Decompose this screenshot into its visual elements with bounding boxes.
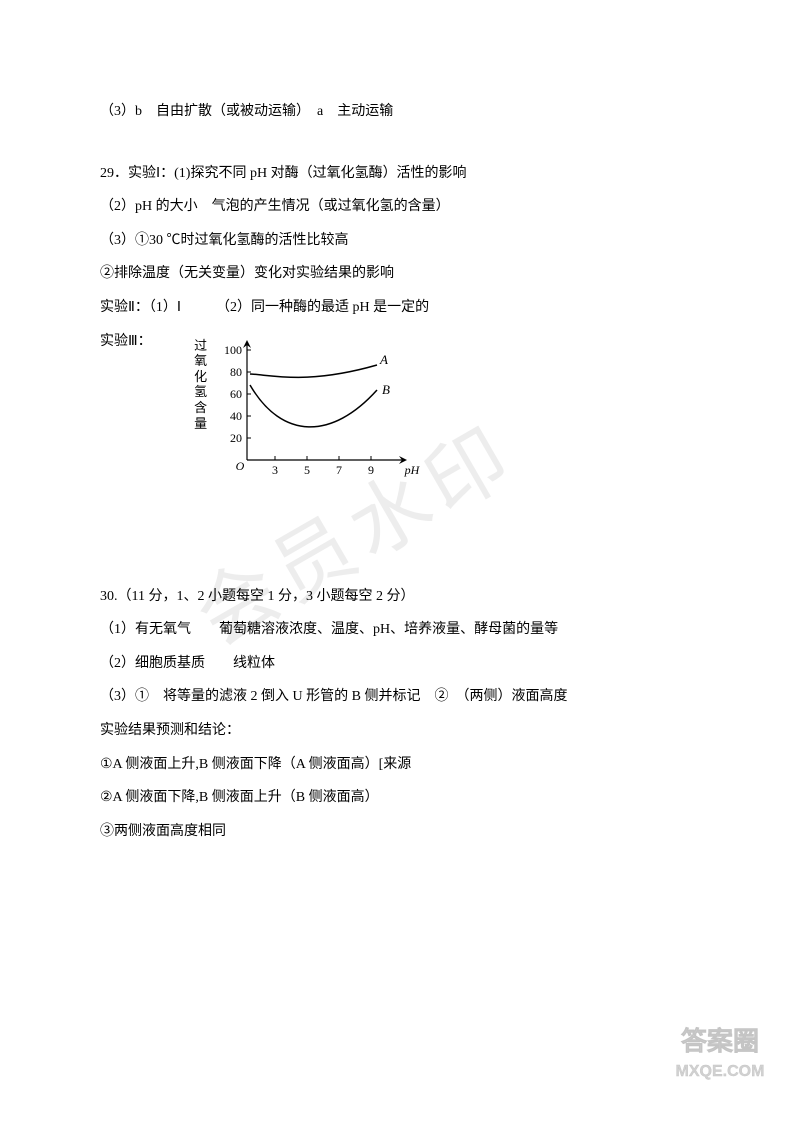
q30-part3: （3）① 将等量的滤液 2 倒入 U 形管的 B 侧并标记 ② （两侧）液面高度 [100, 680, 693, 714]
q29-header: 29．实验Ⅰ：(1)探究不同 pH 对酶（过氧化氢酶）活性的影响 [100, 157, 693, 191]
q30-subheader: 实验结果预测和结论： [100, 714, 693, 748]
ytick-1: 40 [230, 409, 242, 423]
q30-r2: ②A 侧液面下降,B 侧液面上升（B 侧液面高） [100, 781, 693, 815]
chart-svg: 20 40 60 80 100 3 5 7 9 O pH A B [212, 330, 432, 490]
ytick-4: 100 [224, 343, 242, 357]
curve-a [250, 365, 377, 377]
q29-part3-1: （3）①30 ℃时过氧化氢酶的活性比较高 [100, 224, 693, 258]
watermark-logo: 答案圈 MXQE.COM [665, 1020, 775, 1104]
point-b-label: B [382, 382, 390, 397]
ytick-3: 80 [230, 365, 242, 379]
xtick-2: 7 [336, 463, 342, 477]
q29-part3-2: ②排除温度（无关变量）变化对实验结果的影响 [100, 257, 693, 291]
logo-bottom-text: MXQE.COM [676, 1063, 765, 1080]
xtick-1: 5 [304, 463, 310, 477]
xtick-3: 9 [368, 463, 374, 477]
q29-part2: （2）pH 的大小 气泡的产生情况（或过氧化氢的含量） [100, 190, 693, 224]
ytick-0: 20 [230, 431, 242, 445]
q30-part1: （1）有无氧气 葡萄糖溶液浓度、温度、pH、培养液量、酵母菌的量等 [100, 613, 693, 647]
chart-y-axis-label: 过氧化氢含量 [194, 338, 208, 432]
q30-r3: ③两侧液面高度相同 [100, 815, 693, 849]
q30-header: 30.（11 分，1、2 小题每空 1 分，3 小题每空 2 分） [100, 580, 693, 614]
q29-exp3-label: 实验Ⅲ： [100, 325, 152, 359]
ph-enzyme-chart: 过氧化氢含量 20 40 60 80 100 3 5 7 9 O pH [212, 330, 432, 490]
q30-r1: ①A 侧液面上升,B 侧液面下降（A 侧液面高）[来源 [100, 748, 693, 782]
logo-top-text: 答案圈 [681, 1026, 759, 1056]
q28-part3: （3）b 自由扩散（或被动运输） a 主动运输 [100, 95, 693, 129]
q30-part2: （2）细胞质基质 线粒体 [100, 647, 693, 681]
q29-exp2: 实验Ⅱ：（1）Ⅰ （2）同一种酶的最适 pH 是一定的 [100, 291, 693, 325]
x-axis-label: pH [403, 463, 420, 477]
origin-label: O [235, 459, 244, 473]
xtick-0: 3 [272, 463, 278, 477]
point-a-label: A [379, 352, 388, 367]
curve-b [250, 385, 377, 427]
ytick-2: 60 [230, 387, 242, 401]
